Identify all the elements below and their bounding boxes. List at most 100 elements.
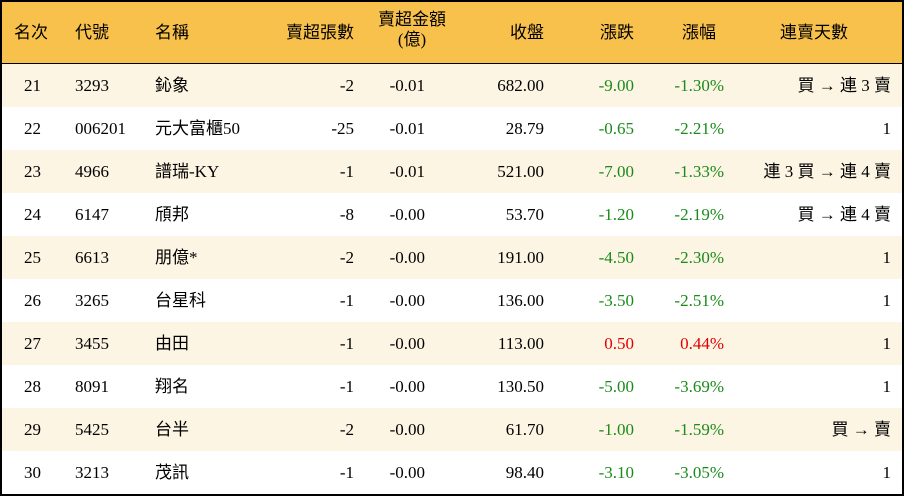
cell-consecutive: 1 [882, 119, 892, 138]
cell-code: 006201 [75, 119, 126, 138]
cell-name: 台星科 [155, 291, 206, 310]
cell-consecutive: 買 → 連 4 賣 [797, 205, 892, 224]
cell-change: -1.00 [598, 420, 634, 439]
cell-code: 6613 [75, 248, 109, 267]
table-row: 28 8091 翔名 -1 -0.00 130.50 -5.00 -3.69% 1 [2, 365, 902, 408]
cell-amount: -0.00 [389, 420, 425, 439]
cell-amount: -0.01 [389, 162, 425, 181]
table-row: 23 4966 譜瑞-KY -1 -0.01 521.00 -7.00 -1.33% 連 3 買… [2, 150, 902, 193]
cell-close: 136.00 [497, 291, 544, 310]
cell-shares: -2 [339, 248, 354, 267]
cell-change: 0.50 [604, 334, 634, 353]
cell-close: 113.00 [497, 334, 544, 353]
cell-shares: -1 [339, 334, 354, 353]
cell-consecutive: 1 [882, 291, 892, 310]
cell-name: 翔名 [155, 377, 189, 396]
cell-pct: -1.59% [674, 420, 724, 439]
cell-pct: -3.69% [674, 377, 724, 396]
cell-change: -9.00 [598, 76, 634, 95]
cell-close: 61.70 [505, 420, 544, 439]
cell-rank: 27 [24, 334, 41, 353]
header-net-sell-shares: 賣超張數 [286, 23, 354, 42]
cell-consecutive: 連 3 買 → 連 4 賣 [763, 162, 892, 181]
cell-code: 5425 [75, 420, 109, 439]
header-amount-unit: (億) [397, 30, 427, 49]
cell-shares: -25 [331, 119, 354, 138]
cell-shares: -1 [339, 162, 354, 181]
header-change-pct: 漲幅 [682, 23, 716, 42]
table-row: 21 3293 鈊象 -2 -0.01 682.00 -9.00 -1.30% 買 → 連 3 … [2, 64, 902, 107]
cell-rank: 25 [24, 248, 41, 267]
cell-rank: 30 [24, 463, 41, 482]
cell-amount: -0.00 [389, 377, 425, 396]
cell-shares: -2 [339, 420, 354, 439]
cell-code: 8091 [75, 377, 109, 396]
cell-pct: -2.19% [674, 205, 724, 224]
cell-pct: 0.44% [680, 334, 724, 353]
cell-name: 元大富櫃50 [155, 119, 240, 138]
header-code: 代號 [75, 23, 109, 42]
cell-code: 3213 [75, 463, 109, 482]
cell-close: 53.70 [505, 205, 544, 224]
cell-pct: -2.21% [674, 119, 724, 138]
table-row: 26 3265 台星科 -1 -0.00 136.00 -3.50 -2.51% 1 [2, 279, 902, 322]
cell-close: 521.00 [497, 162, 544, 181]
cell-pct: -1.30% [674, 76, 724, 95]
header-net-sell-amount: 賣超金額 (億) [374, 10, 450, 50]
cell-pct: -3.05% [674, 463, 724, 482]
cell-name: 鈊象 [155, 76, 189, 95]
cell-code: 3455 [75, 334, 109, 353]
cell-code: 3293 [75, 76, 109, 95]
cell-change: -3.50 [598, 291, 634, 310]
cell-amount: -0.01 [389, 119, 425, 138]
table-header: 名次 代號 名稱 賣超張數 賣超金額 (億) 收盤 漲跌 漲幅 連賣天數 [2, 2, 902, 65]
cell-rank: 28 [24, 377, 41, 396]
cell-name: 朋億* [155, 248, 198, 267]
cell-consecutive: 1 [882, 248, 892, 267]
cell-amount: -0.00 [389, 463, 425, 482]
cell-shares: -1 [339, 377, 354, 396]
cell-close: 98.40 [505, 463, 544, 482]
cell-shares: -1 [339, 291, 354, 310]
cell-code: 4966 [75, 162, 109, 181]
cell-change: -5.00 [598, 377, 634, 396]
cell-amount: -0.00 [389, 248, 425, 267]
cell-close: 28.79 [505, 119, 544, 138]
cell-rank: 29 [24, 420, 41, 439]
cell-pct: -2.51% [674, 291, 724, 310]
cell-amount: -0.01 [389, 76, 425, 95]
table-row: 27 3455 由田 -1 -0.00 113.00 0.50 0.44% 1 [2, 322, 902, 365]
cell-amount: -0.00 [389, 205, 425, 224]
cell-name: 台半 [155, 420, 189, 439]
table-row: 22 006201 元大富櫃50 -25 -0.01 28.79 -0.65 -2.21% 1 [2, 107, 902, 150]
cell-change: -7.00 [598, 162, 634, 181]
table-row: 29 5425 台半 -2 -0.00 61.70 -1.00 -1.59% 買 → 賣 [2, 408, 902, 451]
cell-rank: 24 [24, 205, 41, 224]
header-change: 漲跌 [600, 23, 634, 42]
cell-name: 由田 [155, 334, 189, 353]
cell-consecutive: 1 [882, 334, 892, 353]
table-row: 24 6147 頎邦 -8 -0.00 53.70 -1.20 -2.19% 買 → 連 4 賣 [2, 193, 902, 236]
header-amount-label: 賣超金額 [378, 10, 446, 29]
cell-change: -1.20 [598, 205, 634, 224]
cell-name: 譜瑞-KY [155, 162, 220, 181]
cell-consecutive: 買 → 連 3 賣 [797, 76, 892, 95]
cell-name: 頎邦 [155, 205, 189, 224]
header-rank: 名次 [14, 23, 48, 42]
cell-rank: 21 [24, 76, 41, 95]
cell-amount: -0.00 [389, 291, 425, 310]
header-name: 名稱 [155, 23, 189, 42]
cell-close: 130.50 [497, 377, 544, 396]
table-row: 30 3213 茂訊 -1 -0.00 98.40 -3.10 -3.05% 1 [2, 451, 902, 494]
cell-code: 3265 [75, 291, 109, 310]
cell-change: -3.10 [598, 463, 634, 482]
cell-rank: 23 [24, 162, 41, 181]
cell-name: 茂訊 [155, 463, 189, 482]
cell-close: 191.00 [497, 248, 544, 267]
cell-shares: -8 [339, 205, 354, 224]
cell-shares: -1 [339, 463, 354, 482]
cell-pct: -2.30% [674, 248, 724, 267]
table-row: 25 6613 朋億* -2 -0.00 191.00 -4.50 -2.30% 1 [2, 236, 902, 279]
cell-consecutive: 1 [882, 463, 892, 482]
